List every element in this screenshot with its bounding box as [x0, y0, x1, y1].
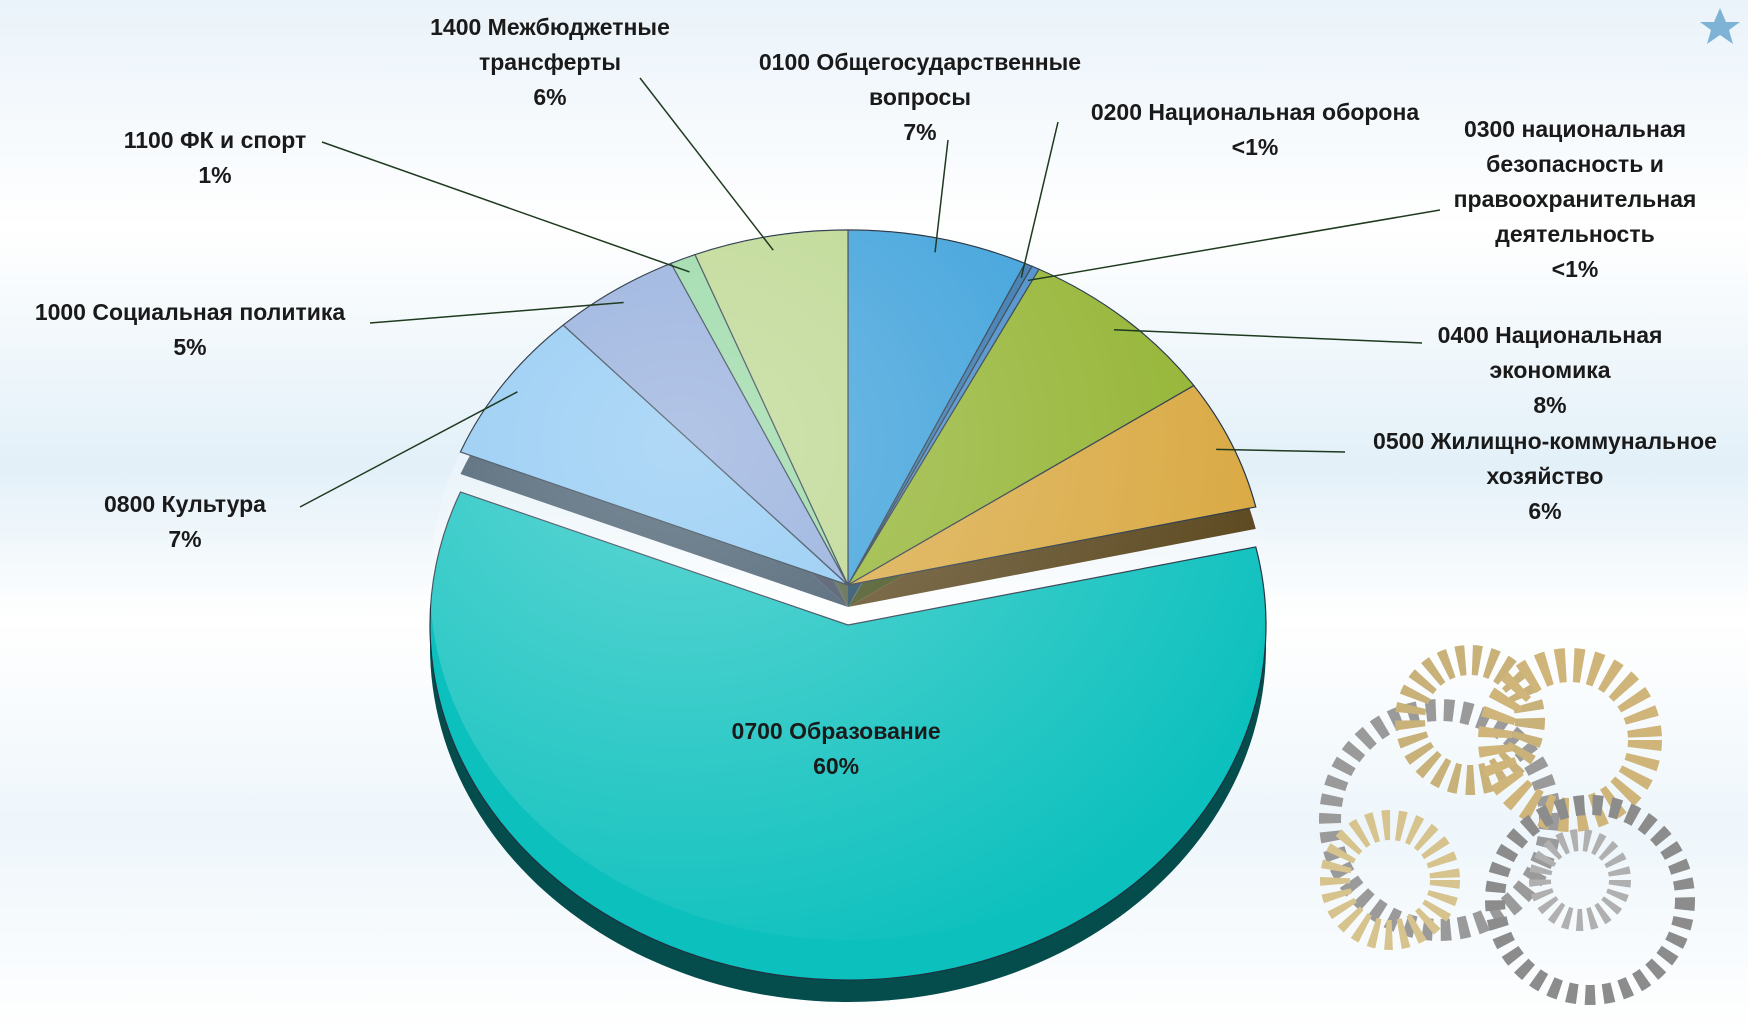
- slice-label: 0700 Образование 60%: [636, 714, 1036, 784]
- gears-decoration: [1319, 645, 1695, 1005]
- leader-line: [299, 391, 518, 508]
- slice-label: 1400 Межбюджетные трансферты 6%: [400, 10, 700, 115]
- category-name: 0100 Общегосударственные вопросы: [758, 49, 1082, 110]
- category-name: 0200 Национальная оборона: [1090, 99, 1420, 125]
- category-name: 1100 ФК и спорт: [123, 127, 307, 153]
- slice-label: 1000 Социальная политика 5%: [0, 295, 380, 365]
- gear: [1395, 645, 1545, 795]
- value-label: <1%: [1231, 134, 1279, 160]
- value-label: 60%: [813, 752, 860, 779]
- value-label: 5%: [173, 334, 207, 360]
- value-label: 7%: [168, 526, 202, 552]
- value-label: 7%: [903, 119, 937, 145]
- value-label: 6%: [533, 84, 567, 110]
- slice-label: 0100 Общегосударственные вопросы 7%: [740, 45, 1100, 150]
- leader-line: [934, 139, 949, 253]
- category-name: 1400 Межбюджетные трансферты: [430, 14, 670, 75]
- leader-line: [369, 301, 624, 324]
- value-label: <1%: [1551, 256, 1599, 282]
- value-label: 1%: [198, 162, 232, 188]
- category-name: 0700 Образование: [731, 717, 941, 744]
- value-label: 6%: [1528, 498, 1562, 524]
- leader-line: [1113, 329, 1423, 344]
- gear: [1529, 829, 1631, 931]
- slice-label: 0200 Национальная оборона <1%: [1060, 95, 1450, 165]
- leader-line: [1216, 448, 1346, 453]
- slice-label: 0800 Культура 7%: [60, 487, 310, 557]
- leader-line: [639, 77, 774, 251]
- leader-line: [1020, 121, 1059, 278]
- gear: [1320, 810, 1460, 950]
- category-name: 1000 Социальная политика: [34, 299, 346, 325]
- category-name: 0800 Культура: [104, 491, 266, 517]
- slice-label: 0300 национальная безопасность и правоох…: [1420, 112, 1730, 287]
- leader-line: [1027, 209, 1441, 282]
- slice-label: 0400 Национальная экономика 8%: [1420, 318, 1680, 423]
- category-name: 0400 Национальная экономика: [1437, 322, 1663, 383]
- leader-line: [321, 141, 690, 273]
- corner-star: [1700, 8, 1740, 44]
- gear: [1478, 648, 1662, 832]
- slice-label: 1100 ФК и спорт 1%: [90, 123, 340, 193]
- gear: [1485, 795, 1695, 1005]
- category-name: 0500 Жилищно-коммунальное хозяйство: [1373, 428, 1717, 489]
- value-label: 8%: [1533, 392, 1567, 418]
- pie: [429, 229, 1267, 1003]
- slice-label: 0500 Жилищно-коммунальное хозяйство 6%: [1345, 424, 1745, 529]
- category-name: 0300 национальная безопасность и правоох…: [1453, 116, 1697, 247]
